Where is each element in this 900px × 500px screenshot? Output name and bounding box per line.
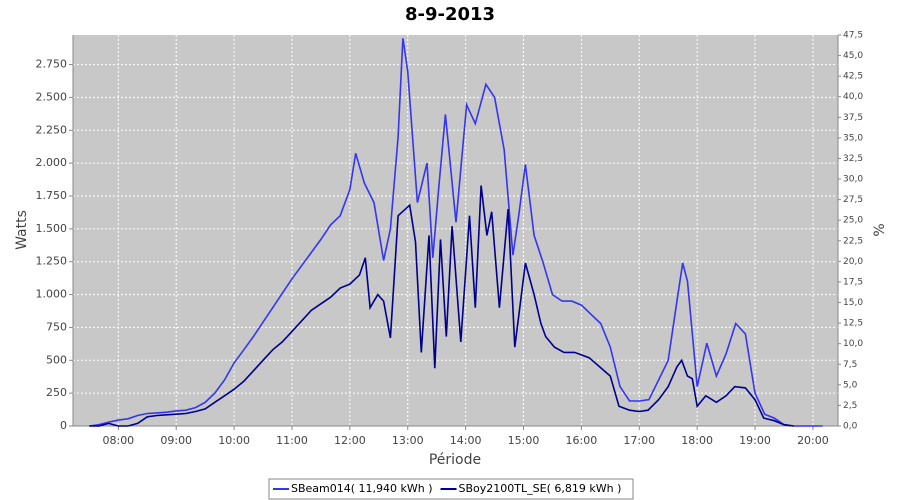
series-line (89, 185, 794, 427)
y2-axis-label: % (872, 223, 888, 236)
x-tick-label: 16:00 (566, 434, 598, 447)
y2-tick-label: 12,5 (843, 319, 863, 329)
x-tick-label: 15:00 (508, 434, 540, 447)
y-tick-label: 1.250 (36, 255, 68, 268)
x-tick-label: 17:00 (623, 434, 655, 447)
y2-tick-label: 27,5 (843, 195, 863, 205)
y-tick-label: 2.000 (36, 156, 68, 169)
x-tick-label: 20:00 (797, 434, 829, 447)
y2-tick-label: 42,5 (843, 72, 863, 82)
y2-tick-label: 32,5 (843, 154, 863, 164)
y-tick-label: 250 (46, 386, 67, 399)
series-line (89, 38, 823, 427)
y2-tick-label: 47,5 (843, 31, 863, 41)
y-tick-label: 750 (46, 320, 67, 333)
y2-tick-label: 20,0 (843, 257, 863, 267)
y2-tick-label: 17,5 (843, 277, 863, 287)
legend-label: SBoy2100TL_SE( 6,819 kWh ) (459, 482, 622, 495)
y2-tick-label: 5,0 (843, 380, 858, 390)
y2-tick-label: 0,0 (843, 422, 858, 432)
y2-tick-label: 25,0 (843, 216, 863, 226)
y2-tick-label: 10,0 (843, 339, 863, 349)
y-tick-label: 2.500 (36, 90, 68, 103)
legend-label: SBeam014( 11,940 kWh ) (291, 482, 433, 495)
y2-tick-label: 22,5 (843, 236, 863, 246)
y2-tick-label: 30,0 (843, 175, 863, 185)
x-axis-label: Période (429, 452, 481, 468)
x-tick-label: 12:00 (334, 434, 366, 447)
y-tick-label: 1.750 (36, 189, 68, 202)
x-tick-label: 13:00 (392, 434, 424, 447)
y-tick-label: 2.750 (36, 58, 68, 71)
x-tick-label: 10:00 (218, 434, 250, 447)
x-tick-label: 14:00 (450, 434, 482, 447)
y2-tick-label: 37,5 (843, 113, 863, 123)
y2-tick-label: 15,0 (843, 298, 863, 308)
x-tick-label: 08:00 (102, 434, 134, 447)
chart-title: 8-9-2013 (405, 4, 495, 25)
y-tick-label: 1.000 (36, 288, 68, 301)
y-tick-label: 500 (46, 353, 67, 366)
y2-tick-label: 45,0 (843, 51, 863, 61)
y2-tick-label: 35,0 (843, 133, 863, 143)
y2-tick-label: 2,5 (843, 401, 857, 411)
plot-area (73, 35, 838, 426)
y2-tick-label: 40,0 (843, 92, 863, 102)
x-tick-label: 18:00 (681, 434, 713, 447)
y-axis-label: Watts (14, 210, 30, 250)
x-tick-label: 09:00 (160, 434, 192, 447)
y2-tick-label: 7,5 (843, 360, 857, 370)
y-tick-label: 1.500 (36, 222, 68, 235)
y-tick-label: 0 (60, 419, 67, 432)
x-tick-label: 19:00 (739, 434, 771, 447)
y-tick-label: 2.250 (36, 123, 68, 136)
x-tick-label: 11:00 (276, 434, 308, 447)
